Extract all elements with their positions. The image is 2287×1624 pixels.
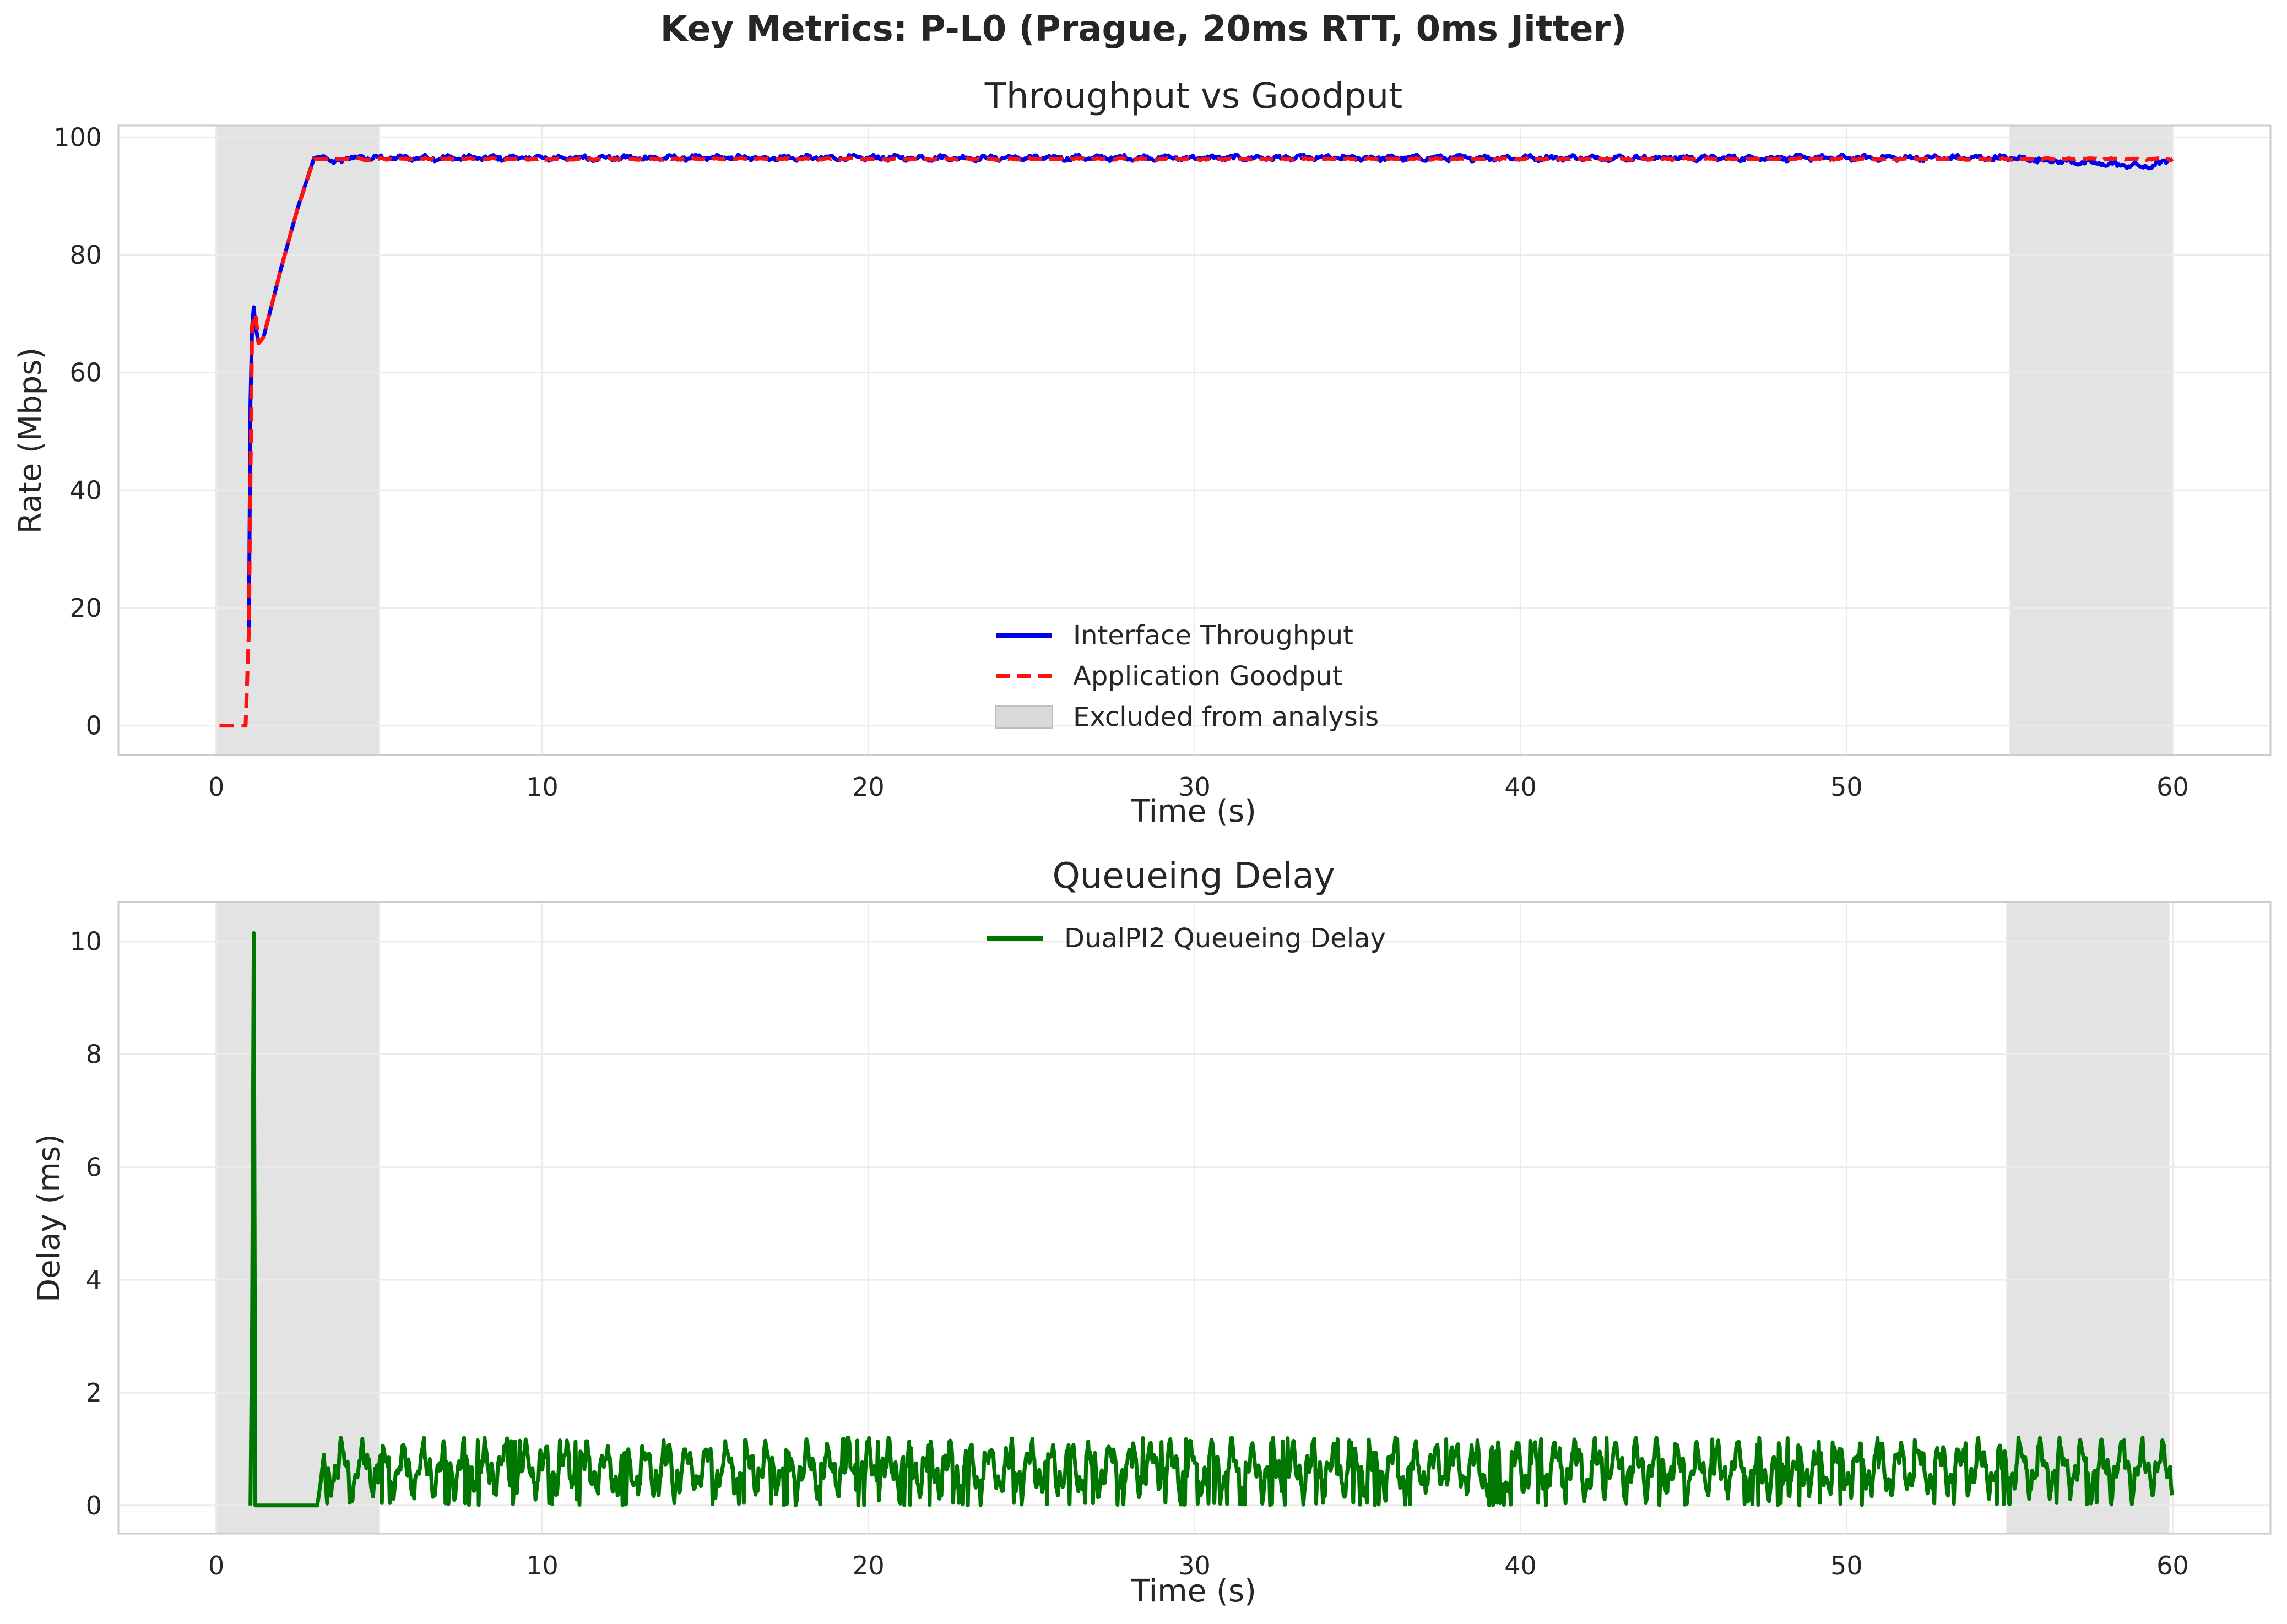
x-tick-label: 10 <box>526 772 559 802</box>
excluded-regions <box>216 126 2173 755</box>
plot-frame <box>117 124 2272 756</box>
x-tick-label: 60 <box>2156 1551 2189 1580</box>
series-lines <box>248 931 2174 1508</box>
y-tick-label: 40 <box>69 475 102 505</box>
y-tick-label: 4 <box>86 1265 102 1295</box>
grid-lines <box>118 902 2270 1534</box>
y-tick-labels: 0 2 4 6 8 10 <box>69 927 102 1520</box>
excluded-regions <box>216 902 2170 1534</box>
x-tick-labels: 0 10 20 30 40 50 60 <box>208 1551 2189 1580</box>
series-line-application-goodput <box>219 156 2174 728</box>
x-tick-label: 40 <box>1504 1551 1537 1580</box>
x-tick-label: 30 <box>1178 772 1211 802</box>
y-tick-label: 80 <box>69 240 102 270</box>
x-tick-label: 20 <box>852 1551 885 1580</box>
y-axis-label: Rate (Mbps) <box>13 347 48 534</box>
y-tick-label: 0 <box>86 1491 102 1520</box>
y-tick-label: 2 <box>86 1378 102 1408</box>
y-tick-label: 0 <box>86 711 102 741</box>
excluded-region-1 <box>2006 902 2170 1534</box>
x-tick-label: 50 <box>1830 772 1863 802</box>
legend: DualPI2 Queueing Delay <box>987 923 1386 954</box>
legend-goodput-label: Application Goodput <box>1073 661 1343 692</box>
grid-lines <box>118 126 2270 755</box>
y-tick-label: 100 <box>53 122 102 152</box>
excluded-region-1 <box>2009 126 2173 755</box>
y-tick-label: 60 <box>69 358 102 388</box>
throughput-panel-title: Throughput vs Goodput <box>984 76 1402 117</box>
legend-excluded-swatch <box>995 705 1053 729</box>
excluded-region-0 <box>216 902 380 1534</box>
throughput-panel: Throughput vs Goodput 0 10 20 30 40 50 60 0 20 4… <box>13 76 2272 829</box>
x-tick-label: 30 <box>1178 1551 1211 1580</box>
legend-delay-label: DualPI2 Queueing Delay <box>1064 923 1386 954</box>
y-tick-label: 8 <box>86 1040 102 1069</box>
series-line-interface-throughput <box>247 153 2174 632</box>
y-axis-label: Delay (ms) <box>31 1134 67 1302</box>
x-axis-label: Time (s) <box>1130 1573 1256 1609</box>
y-tick-label: 10 <box>69 927 102 957</box>
legend-excluded-label: Excluded from analysis <box>1073 702 1379 732</box>
figure-suptitle: Key Metrics: P-L0 (Prague, 20ms RTT, 0ms… <box>660 9 1627 50</box>
plot-frame <box>117 901 2272 1535</box>
x-tick-label: 20 <box>852 772 885 802</box>
x-tick-label: 50 <box>1830 1551 1863 1580</box>
x-tick-label: 40 <box>1504 772 1537 802</box>
x-tick-label: 10 <box>526 1551 559 1580</box>
legend-throughput-label: Interface Throughput <box>1073 620 1353 651</box>
excluded-region-0 <box>216 126 380 755</box>
y-tick-label: 6 <box>86 1152 102 1182</box>
queueing-delay-panel: Queueing Delay 0 10 20 30 40 50 60 0 2 4 6 8 10 Tim… <box>31 856 2272 1609</box>
legend: Interface Throughput Application Goodput… <box>995 620 1379 732</box>
queueing-delay-panel-title: Queueing Delay <box>1052 856 1335 897</box>
x-tick-label: 60 <box>2156 772 2189 802</box>
series-lines <box>219 153 2174 728</box>
x-tick-label: 0 <box>208 772 224 802</box>
x-axis-label: Time (s) <box>1130 794 1256 829</box>
x-tick-labels: 0 10 20 30 40 50 60 <box>208 772 2189 802</box>
y-tick-label: 20 <box>69 593 102 623</box>
y-tick-labels: 0 20 40 60 80 100 <box>53 122 102 740</box>
x-tick-label: 0 <box>208 1551 224 1580</box>
series-line-dualpi2-queueing-delay <box>248 931 2174 1508</box>
